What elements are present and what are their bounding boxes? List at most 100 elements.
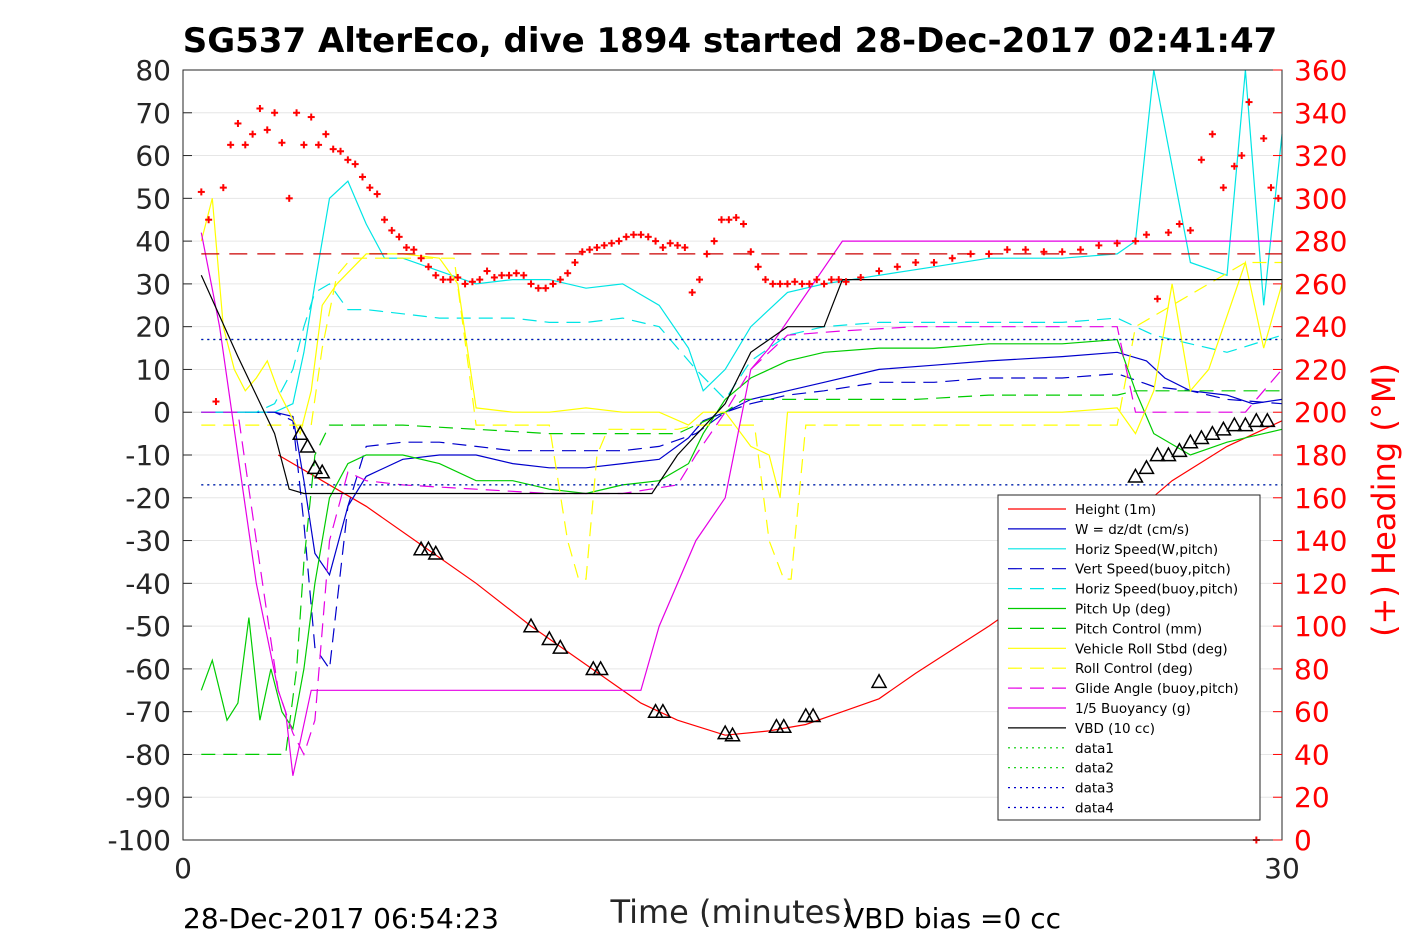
heading-point: [842, 278, 850, 286]
heading-point: [571, 259, 579, 266]
triangle-marker: [306, 459, 324, 475]
heading-point: [948, 254, 956, 262]
heading-point: [725, 216, 733, 224]
heading-point: [439, 276, 447, 284]
heading-point: [875, 267, 883, 275]
triangle-marker: [1160, 446, 1177, 462]
legend-label: data2: [1075, 761, 1114, 777]
heading-point: [1040, 248, 1048, 256]
heading-point: [1186, 226, 1194, 234]
triangle-marker: [1193, 429, 1210, 445]
heading-point: [454, 273, 462, 281]
right-tick-label: 200: [1294, 396, 1347, 429]
heading-point: [637, 231, 645, 239]
legend-label: data1: [1075, 741, 1114, 757]
series-pitch-control-mm-: [201, 390, 1282, 756]
right-tick-label: 100: [1294, 610, 1347, 643]
footer-vbd-bias: VBD bias =0 cc: [845, 902, 1061, 935]
right-axis-label: (+) Heading (°M): [1365, 363, 1403, 637]
heading-point: [366, 184, 374, 192]
heading-point: [293, 109, 301, 117]
heading-point: [739, 220, 747, 228]
y-tick-label: -70: [125, 696, 171, 729]
right-tick-label: 20: [1294, 781, 1330, 814]
heading-point: [578, 248, 586, 256]
heading-point: [344, 156, 352, 164]
legend-label: Pitch Up (deg): [1075, 602, 1171, 618]
heading-point: [271, 109, 279, 117]
heading-point: [556, 276, 564, 284]
heading-point: [527, 280, 535, 288]
triangle-marker: [291, 425, 309, 440]
heading-point: [600, 241, 608, 249]
triangle-marker: [775, 718, 793, 733]
heading-point: [593, 244, 601, 252]
heading-point: [1131, 237, 1139, 245]
heading-point: [476, 276, 484, 284]
heading-point: [827, 276, 835, 284]
heading-point: [1095, 241, 1103, 249]
heading-point: [732, 214, 740, 222]
right-tick-label: 360: [1294, 54, 1347, 87]
y-tick-label: 50: [135, 182, 171, 215]
heading-point: [688, 288, 696, 296]
heading-point: [1153, 295, 1161, 303]
heading-point: [205, 216, 213, 224]
heading-point: [985, 250, 993, 258]
legend-label: Roll Control (deg): [1075, 661, 1193, 677]
heading-point: [520, 271, 528, 279]
right-tick-label: 280: [1294, 225, 1347, 258]
heading-point: [219, 184, 227, 192]
series-w-dz-dt-cm-s-: [201, 351, 1283, 577]
right-tick-label: 240: [1294, 311, 1347, 344]
chart-title: SG537 AlterEco, dive 1894 started 28-Dec…: [183, 21, 1278, 61]
heading-point: [835, 276, 843, 284]
heading-point: [249, 130, 257, 138]
heading-point: [1003, 246, 1011, 254]
heading-point: [315, 141, 323, 149]
heading-point: [776, 280, 784, 288]
y-tick-label: 0: [153, 396, 171, 429]
heading-point: [483, 267, 491, 275]
y-tick-label: -20: [125, 482, 171, 515]
x-axis-label: Time (minutes): [610, 893, 854, 931]
heading-point: [608, 239, 616, 247]
y-tick-label: 30: [135, 268, 171, 301]
legend-label: Vehicle Roll Stbd (deg): [1075, 641, 1228, 657]
heading-point: [285, 194, 293, 202]
y-tick-label: -30: [125, 525, 171, 558]
legend-label: Glide Angle (buoy,pitch): [1075, 681, 1239, 697]
heading-point: [1219, 184, 1227, 192]
series-glide-angle-buoy-pitch-: [201, 326, 1283, 756]
heading-point: [212, 398, 220, 406]
y-tick-label: 70: [135, 97, 171, 130]
heading-point: [1113, 239, 1121, 247]
y-tick-label: -60: [125, 653, 171, 686]
triangle-marker: [804, 707, 822, 723]
heading-point: [622, 233, 630, 241]
triangle-marker: [654, 703, 672, 719]
heading-point: [380, 216, 388, 224]
heading-point: [424, 263, 432, 271]
heading-point: [1175, 220, 1183, 228]
heading-point: [630, 231, 638, 239]
heading-point: [710, 237, 718, 245]
triangle-marker: [870, 673, 888, 689]
heading-point: [490, 273, 498, 281]
heading-point: [359, 173, 367, 181]
legend-label: Pitch Control (mm): [1075, 621, 1202, 637]
y-tick-label: 10: [135, 353, 171, 386]
heading-point: [644, 233, 652, 241]
heading-point: [410, 246, 418, 254]
heading-point: [468, 278, 476, 286]
heading-point: [659, 244, 667, 252]
triangle-marker: [1138, 459, 1155, 475]
legend-label: VBD (10 cc): [1075, 721, 1155, 737]
heading-point: [329, 145, 337, 153]
y-tick-label: -50: [125, 610, 171, 643]
legend-label: W = dz/dt (cm/s): [1075, 522, 1189, 538]
heading-point: [783, 280, 791, 288]
heading-point: [542, 284, 550, 292]
legend: Height (1m) W = dz/dt (cm/s) Horiz Speed(W…: [997, 494, 1261, 821]
